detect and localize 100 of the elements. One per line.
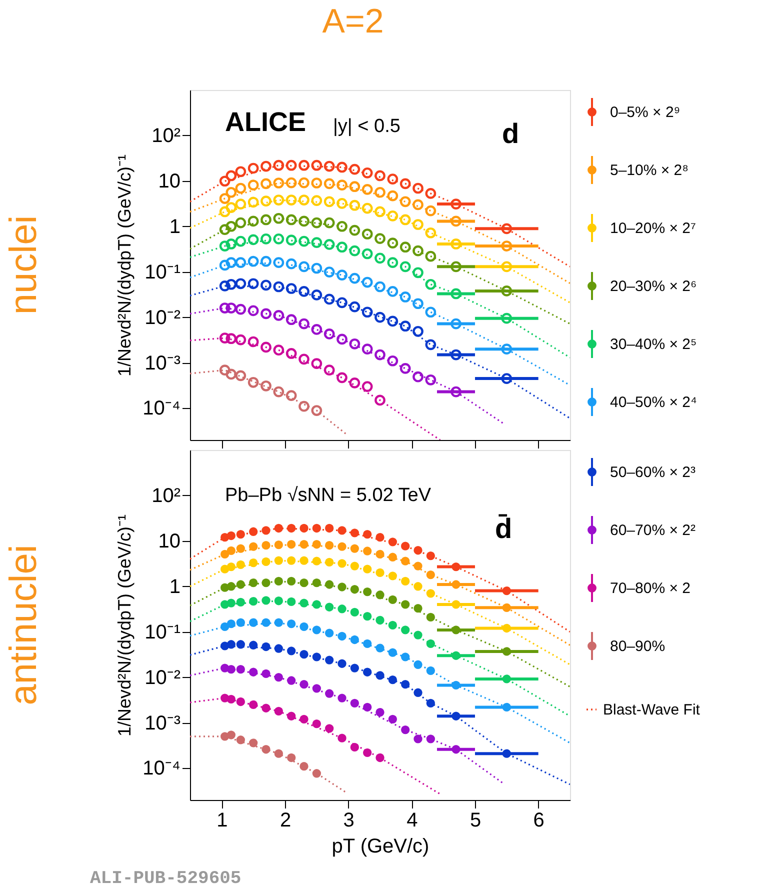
point: [502, 647, 511, 656]
point: [248, 376, 259, 388]
point: [425, 278, 436, 290]
point: [312, 524, 321, 533]
point: [235, 217, 246, 228]
point: [350, 585, 359, 594]
point: [401, 626, 410, 634]
y-axis-title: 1/Nevd²N/(dydpT) (GeV/c)⁻¹: [114, 514, 135, 737]
point: [262, 669, 270, 678]
point: [502, 702, 511, 712]
point: [274, 524, 283, 533]
point: [388, 552, 397, 562]
point: [388, 538, 397, 546]
point: [349, 164, 360, 175]
point: [425, 306, 436, 318]
legend-label: 20–30% × 2⁶: [610, 278, 697, 295]
point: [311, 178, 322, 188]
point: [312, 719, 321, 728]
point: [298, 177, 310, 188]
point: [300, 622, 308, 631]
point: [226, 620, 236, 628]
point: [374, 252, 386, 264]
point: [312, 769, 321, 778]
point: [400, 261, 411, 272]
point: [388, 572, 397, 580]
point: [349, 301, 360, 312]
point: [226, 257, 237, 268]
point: [262, 557, 270, 566]
point: [426, 698, 435, 708]
point: [374, 349, 386, 360]
point: [414, 546, 422, 555]
point: [400, 242, 411, 253]
legend-label: 0–5% × 2⁹: [610, 104, 680, 121]
legend-label: 5–10% × 2⁸: [610, 162, 688, 179]
point: [450, 288, 462, 300]
point: [414, 688, 422, 697]
point: [235, 166, 246, 178]
point: [501, 261, 512, 272]
point: [324, 160, 335, 172]
legend-label: Blast-Wave Fit: [603, 702, 701, 718]
point: [298, 318, 310, 330]
point: [226, 368, 237, 380]
point: [363, 668, 372, 676]
x-tick-label: 5: [470, 810, 482, 832]
point: [274, 596, 283, 606]
point: [400, 178, 411, 190]
point: [325, 524, 334, 533]
point: [388, 676, 397, 684]
point: [287, 576, 296, 586]
point: [249, 578, 258, 588]
point: [502, 624, 511, 633]
point: [274, 706, 283, 716]
point: [260, 280, 272, 291]
point: [226, 202, 237, 213]
point: [450, 238, 462, 250]
point: [412, 298, 424, 310]
x-tick-label: 4: [406, 810, 418, 832]
point: [426, 639, 435, 648]
y-axis-title: 1/Nevd²N/(dydpT) (GeV/c)⁻¹: [114, 154, 135, 377]
point: [226, 220, 237, 232]
point: [336, 220, 348, 232]
point: [286, 194, 297, 206]
point: [273, 178, 284, 188]
point: [260, 380, 272, 392]
point: [262, 745, 270, 754]
point: [502, 674, 511, 684]
point: [260, 308, 272, 320]
point: [401, 556, 410, 566]
point: [362, 202, 373, 214]
point: [414, 582, 422, 591]
point: [248, 256, 259, 267]
point: [287, 524, 296, 533]
point: [226, 694, 236, 704]
point: [249, 527, 258, 536]
point: [235, 370, 246, 382]
point: [426, 734, 435, 744]
point: [226, 582, 236, 591]
point: [362, 167, 373, 178]
point: [286, 214, 297, 226]
point: [311, 324, 322, 335]
point: [226, 531, 236, 540]
point: [336, 162, 348, 173]
point: [298, 354, 310, 365]
point: [363, 530, 372, 539]
point: [311, 195, 322, 206]
point: [350, 544, 359, 553]
point: [426, 666, 435, 675]
point: [312, 626, 321, 634]
annotation: ALICE: [225, 107, 306, 137]
point: [426, 570, 435, 580]
y-tick-label: 10⁻¹: [144, 261, 181, 284]
point: [363, 639, 372, 648]
point: [325, 580, 334, 589]
x-tick-label: 1: [216, 810, 228, 832]
point: [450, 349, 462, 360]
point: [262, 541, 270, 550]
point: [219, 280, 230, 292]
point: [262, 642, 270, 652]
point: [349, 224, 360, 236]
annotation: Pb–Pb √sNN = 5.02 TeV: [225, 485, 432, 506]
